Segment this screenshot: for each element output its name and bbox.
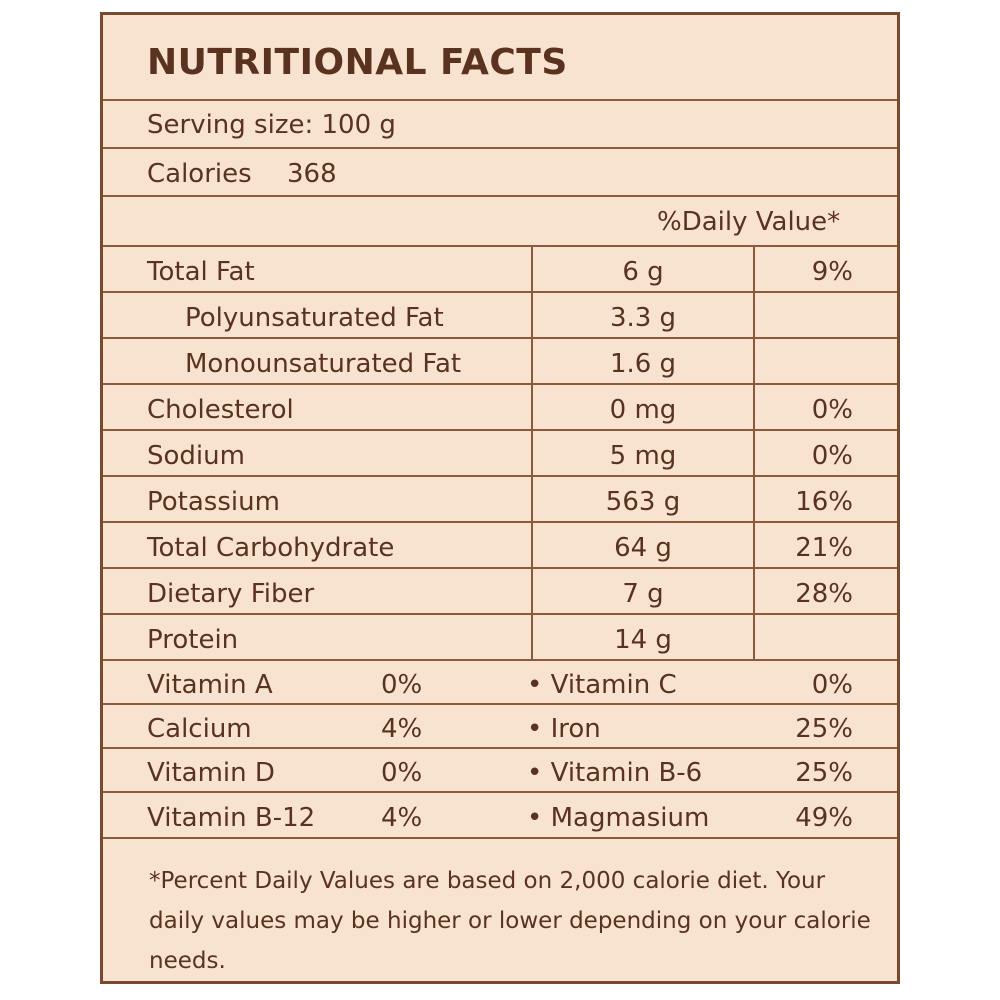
table-row: Vitamin A 0% • Vitamin C 0%: [103, 661, 897, 705]
table-row: Total Fat 6 g 9%: [103, 247, 897, 293]
nutrient-dv: 28%: [795, 579, 853, 609]
vitamin-name: Vitamin A: [147, 670, 273, 700]
table-row: Polyunsaturated Fat 3.3 g: [103, 293, 897, 339]
page-title: NUTRITIONAL FACTS: [147, 42, 568, 83]
vitamin-value: 49%: [795, 803, 853, 833]
vitamin-value: 25%: [795, 714, 853, 744]
vitamin-name: • Magmasium: [527, 803, 710, 833]
nutrient-dv: 0%: [811, 441, 853, 471]
nutrient-name: Cholesterol: [147, 395, 294, 425]
calories-value: 368: [287, 159, 337, 189]
nutrient-name: Total Carbohydrate: [147, 533, 395, 563]
nutrient-amount: 3.3 g: [609, 303, 677, 333]
table-row: Sodium 5 mg 0%: [103, 431, 897, 477]
table-row: Monounsaturated Fat 1.6 g: [103, 339, 897, 385]
nutrient-name: Dietary Fiber: [147, 579, 315, 609]
table-row: Total Carbohydrate 64 g 21%: [103, 523, 897, 569]
nutrient-name: Sodium: [147, 441, 245, 471]
vitamin-name: • Vitamin C: [527, 670, 677, 700]
nutrient-amount: 1.6 g: [609, 349, 677, 379]
vitamin-name: Vitamin D: [147, 758, 275, 788]
vitamin-name: Calcium: [147, 714, 252, 744]
calories-row: Calories 368: [103, 149, 897, 197]
nutrient-dv: 16%: [795, 487, 853, 517]
vitamin-value: 0%: [811, 670, 853, 700]
serving-size: Serving size: 100 g: [147, 110, 396, 140]
nutrient-amount: 5 mg: [609, 441, 677, 471]
nutrient-dv: 21%: [795, 533, 853, 563]
nutrient-amount: 0 mg: [609, 395, 677, 425]
nutrient-amount: 14 g: [614, 625, 672, 655]
column-divider: [531, 247, 533, 661]
daily-value-header: %Daily Value*: [657, 207, 841, 237]
vitamin-value: 4%: [381, 714, 423, 744]
nutrient-dv: 9%: [811, 257, 853, 287]
nutrition-label: NUTRITIONAL FACTS Serving size: 100 g Ca…: [100, 12, 900, 984]
table-row: Vitamin B-12 4% • Magmasium 49%: [103, 793, 897, 839]
vitamin-name: Vitamin B-12: [147, 803, 316, 833]
table-row: Cholesterol 0 mg 0%: [103, 385, 897, 431]
nutrient-name: Total Fat: [147, 257, 255, 287]
nutrient-dv: 0%: [811, 395, 853, 425]
vitamin-value: 0%: [381, 758, 423, 788]
nutrient-name: Polyunsaturated Fat: [185, 303, 444, 333]
column-divider: [753, 247, 755, 661]
title-row: NUTRITIONAL FACTS: [103, 15, 897, 101]
table-row: Protein 14 g: [103, 615, 897, 661]
vitamin-value: 4%: [381, 803, 423, 833]
vitamin-value: 0%: [381, 670, 423, 700]
calories-label: Calories: [147, 159, 252, 189]
footnote: *Percent Daily Values are based on 2,000…: [149, 868, 871, 974]
vitamin-name: • Iron: [527, 714, 601, 744]
daily-value-header-row: %Daily Value*: [103, 197, 897, 247]
nutrient-name: Protein: [147, 625, 239, 655]
nutrient-amount: 563 g: [605, 487, 681, 517]
table-row: Calcium 4% • Iron 25%: [103, 705, 897, 749]
vitamin-name: • Vitamin B-6: [527, 758, 703, 788]
table-row: Dietary Fiber 7 g 28%: [103, 569, 897, 615]
table-row: Potassium 563 g 16%: [103, 477, 897, 523]
nutrient-amount: 7 g: [622, 579, 664, 609]
nutrient-amount: 64 g: [614, 533, 672, 563]
vitamin-value: 25%: [795, 758, 853, 788]
nutrient-amount: 6 g: [622, 257, 664, 287]
nutrient-name: Monounsaturated Fat: [185, 349, 462, 379]
nutrient-name: Potassium: [147, 487, 280, 517]
serving-size-row: Serving size: 100 g: [103, 101, 897, 149]
table-row: Vitamin D 0% • Vitamin B-6 25%: [103, 749, 897, 793]
